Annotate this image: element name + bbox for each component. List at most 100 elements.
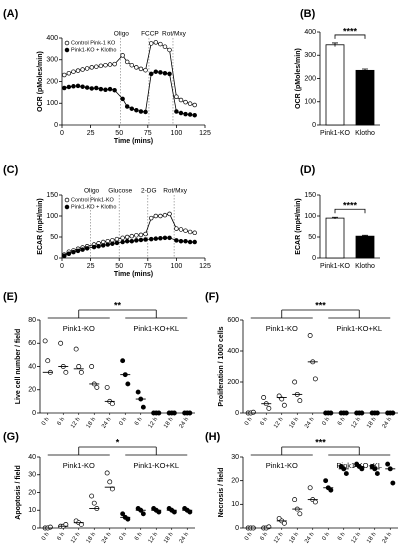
x-tick-label: 12 h (351, 532, 363, 545)
data-point (58, 340, 64, 346)
y-tick-label: 20 (28, 489, 36, 496)
group-label: Pink1-KO+KL (133, 324, 179, 333)
significance-label: ** (114, 300, 122, 310)
series-line (64, 41, 195, 106)
group-bracket (125, 447, 188, 456)
y-tick-label: 40 (28, 363, 36, 370)
data-point (89, 364, 95, 369)
significance-label: *** (315, 437, 326, 447)
group-bracket (328, 310, 391, 319)
y-axis-label: OCR (pMoles/min) (37, 51, 44, 112)
data-point (129, 62, 135, 68)
x-tick-label: 0 (60, 130, 64, 137)
panel-label: (G) (3, 431, 19, 443)
data-point (105, 242, 111, 247)
annotation-label: Rot/Mxy (163, 188, 188, 195)
data-point (103, 62, 108, 68)
data-point (134, 238, 139, 243)
x-tick-label: Pink1-KO (320, 130, 351, 137)
data-point (71, 69, 76, 74)
data-point (276, 393, 282, 399)
data-point (84, 66, 90, 71)
x-tick-label: Klotho (355, 130, 375, 137)
legend-label: Pink1-KO + Klotho (71, 204, 116, 210)
data-point (281, 520, 287, 526)
x-tick-label: 6 h (134, 417, 144, 427)
x-tick-label: 12 h (351, 417, 363, 430)
data-point (124, 234, 130, 240)
data-point (91, 500, 97, 506)
x-tick-label: 12 h (70, 532, 82, 545)
x-tick-label: 0 h (118, 417, 128, 427)
data-point (71, 249, 76, 255)
bar (325, 44, 345, 126)
data-point (138, 109, 144, 114)
data-point (89, 65, 94, 70)
data-point (98, 86, 104, 92)
panel-label: (E) (3, 291, 18, 303)
x-tick-label: 24 h (382, 532, 394, 545)
bar (325, 217, 345, 259)
data-point (80, 247, 85, 252)
data-point (281, 402, 287, 408)
y-tick-label: 100 (46, 100, 58, 107)
data-point (75, 83, 81, 89)
x-axis-label: Time (mins) (114, 271, 153, 278)
x-tick-label: 12 h (148, 532, 160, 545)
data-point (66, 70, 72, 76)
y-tick-label: 50 (308, 234, 316, 241)
x-tick-label: 24 h (101, 532, 113, 545)
data-point (167, 211, 172, 217)
legend-marker (64, 47, 70, 53)
data-point (162, 70, 168, 76)
data-point (120, 358, 126, 364)
data-point (148, 71, 154, 77)
x-tick-label: 24 h (101, 417, 113, 430)
data-point (62, 72, 67, 78)
data-point (174, 109, 179, 114)
data-point (343, 471, 349, 477)
data-point (183, 228, 188, 233)
data-point (104, 384, 110, 390)
data-point (307, 333, 313, 338)
y-tick-label: 80 (28, 317, 36, 324)
error-bar (362, 68, 368, 72)
data-point (153, 236, 159, 241)
y-axis-label: Necrosis / field (218, 468, 225, 518)
data-point (96, 243, 101, 249)
x-tick-label: 18 h (289, 417, 301, 430)
group-bracket (250, 447, 313, 456)
data-point (134, 107, 139, 113)
x-tick-label: 0 (60, 263, 64, 270)
data-point (125, 381, 131, 387)
data-point (385, 461, 391, 467)
data-point (266, 405, 272, 411)
data-point (292, 379, 298, 385)
y-tick-label: 100 (46, 213, 58, 220)
data-point (312, 376, 318, 382)
error-bar (332, 216, 338, 219)
data-point (167, 71, 172, 77)
x-tick-label: 25 (87, 130, 95, 137)
significance-bracket (334, 34, 366, 39)
data-point (187, 229, 193, 235)
legend-label: Control Pink-1 KO (71, 40, 116, 46)
x-tick-label: 50 (115, 130, 123, 137)
data-point (120, 96, 125, 102)
data-point (297, 398, 303, 404)
annotation-label: Oligo (84, 188, 100, 195)
group-label: Pink1-KO (266, 461, 298, 470)
data-point (62, 85, 67, 91)
data-point (148, 41, 154, 46)
panel-label: (A) (3, 8, 19, 20)
data-point (138, 237, 144, 243)
data-point (279, 396, 285, 402)
data-point (323, 478, 329, 484)
x-axis-label: Time (mins) (114, 138, 153, 145)
y-tick-label: 0 (312, 255, 316, 262)
x-tick-label: 100 (171, 263, 183, 270)
data-point (158, 41, 163, 47)
x-tick-label: 12 h (273, 417, 285, 430)
data-point (297, 511, 303, 517)
bar (355, 69, 375, 126)
